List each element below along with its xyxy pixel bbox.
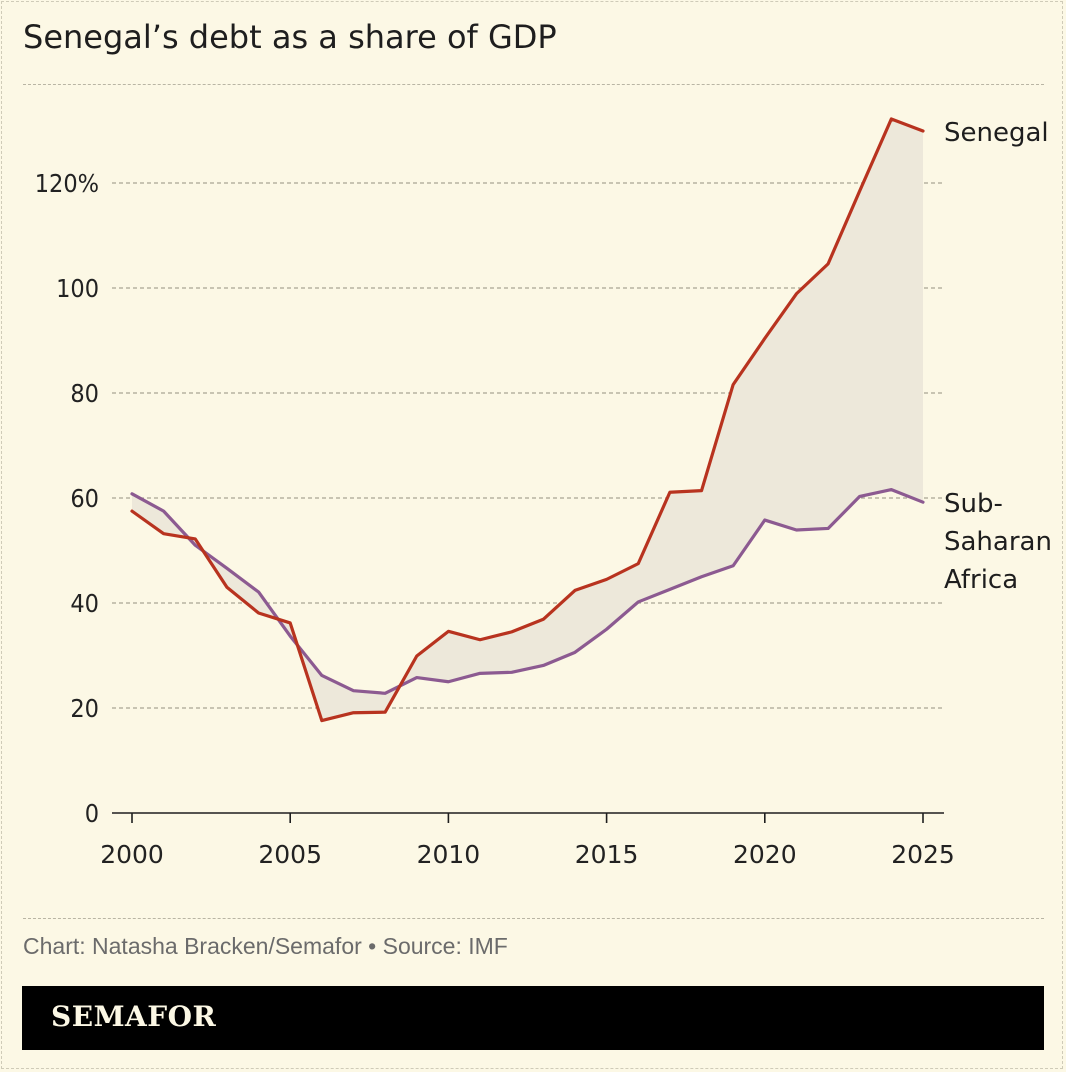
sub-saharan-africa-label: Saharan	[944, 527, 1052, 557]
gap-area	[132, 118, 923, 721]
x-tick-label: 2005	[258, 840, 322, 869]
x-tick-label: 2000	[100, 840, 164, 869]
chart-title: Senegal’s debt as a share of GDP	[23, 18, 557, 56]
axes: 0 20 40 60 80 100 120% 2000 2005 2010 2015 2020 2025	[35, 169, 955, 869]
series-lines	[130, 117, 925, 723]
series-labels: Senegal Sub- Saharan Africa	[944, 118, 1052, 595]
senegal-line	[130, 117, 925, 723]
sub-saharan-africa-label: Sub-	[944, 489, 1003, 519]
x-tick-label: 2020	[733, 840, 797, 869]
senegal-label: Senegal	[944, 118, 1049, 148]
x-tick-label: 2010	[417, 840, 481, 869]
y-tick-label: 80	[70, 379, 99, 408]
y-tick-label: 60	[70, 484, 99, 513]
x-tick-label: 2015	[575, 840, 639, 869]
y-tick-label: 20	[70, 694, 99, 723]
chart-credit: Chart: Natasha Bracken/Semafor • Source:…	[23, 933, 508, 959]
y-tick-label: 0	[85, 799, 99, 828]
sub-saharan-africa-label: Africa	[944, 565, 1018, 595]
y-tick-label: 40	[70, 589, 99, 618]
gridlines	[112, 182, 942, 709]
y-tick-label: 120%	[35, 169, 99, 198]
x-tick-label: 2025	[891, 840, 955, 869]
brand-logo: SEMAFOR	[51, 1000, 217, 1033]
footer-bar: SEMAFOR	[22, 986, 1044, 1050]
title-divider	[23, 84, 1044, 85]
footer-divider	[23, 918, 1044, 919]
y-tick-label: 100	[56, 274, 99, 303]
sub-saharan-africa-line	[130, 488, 925, 695]
